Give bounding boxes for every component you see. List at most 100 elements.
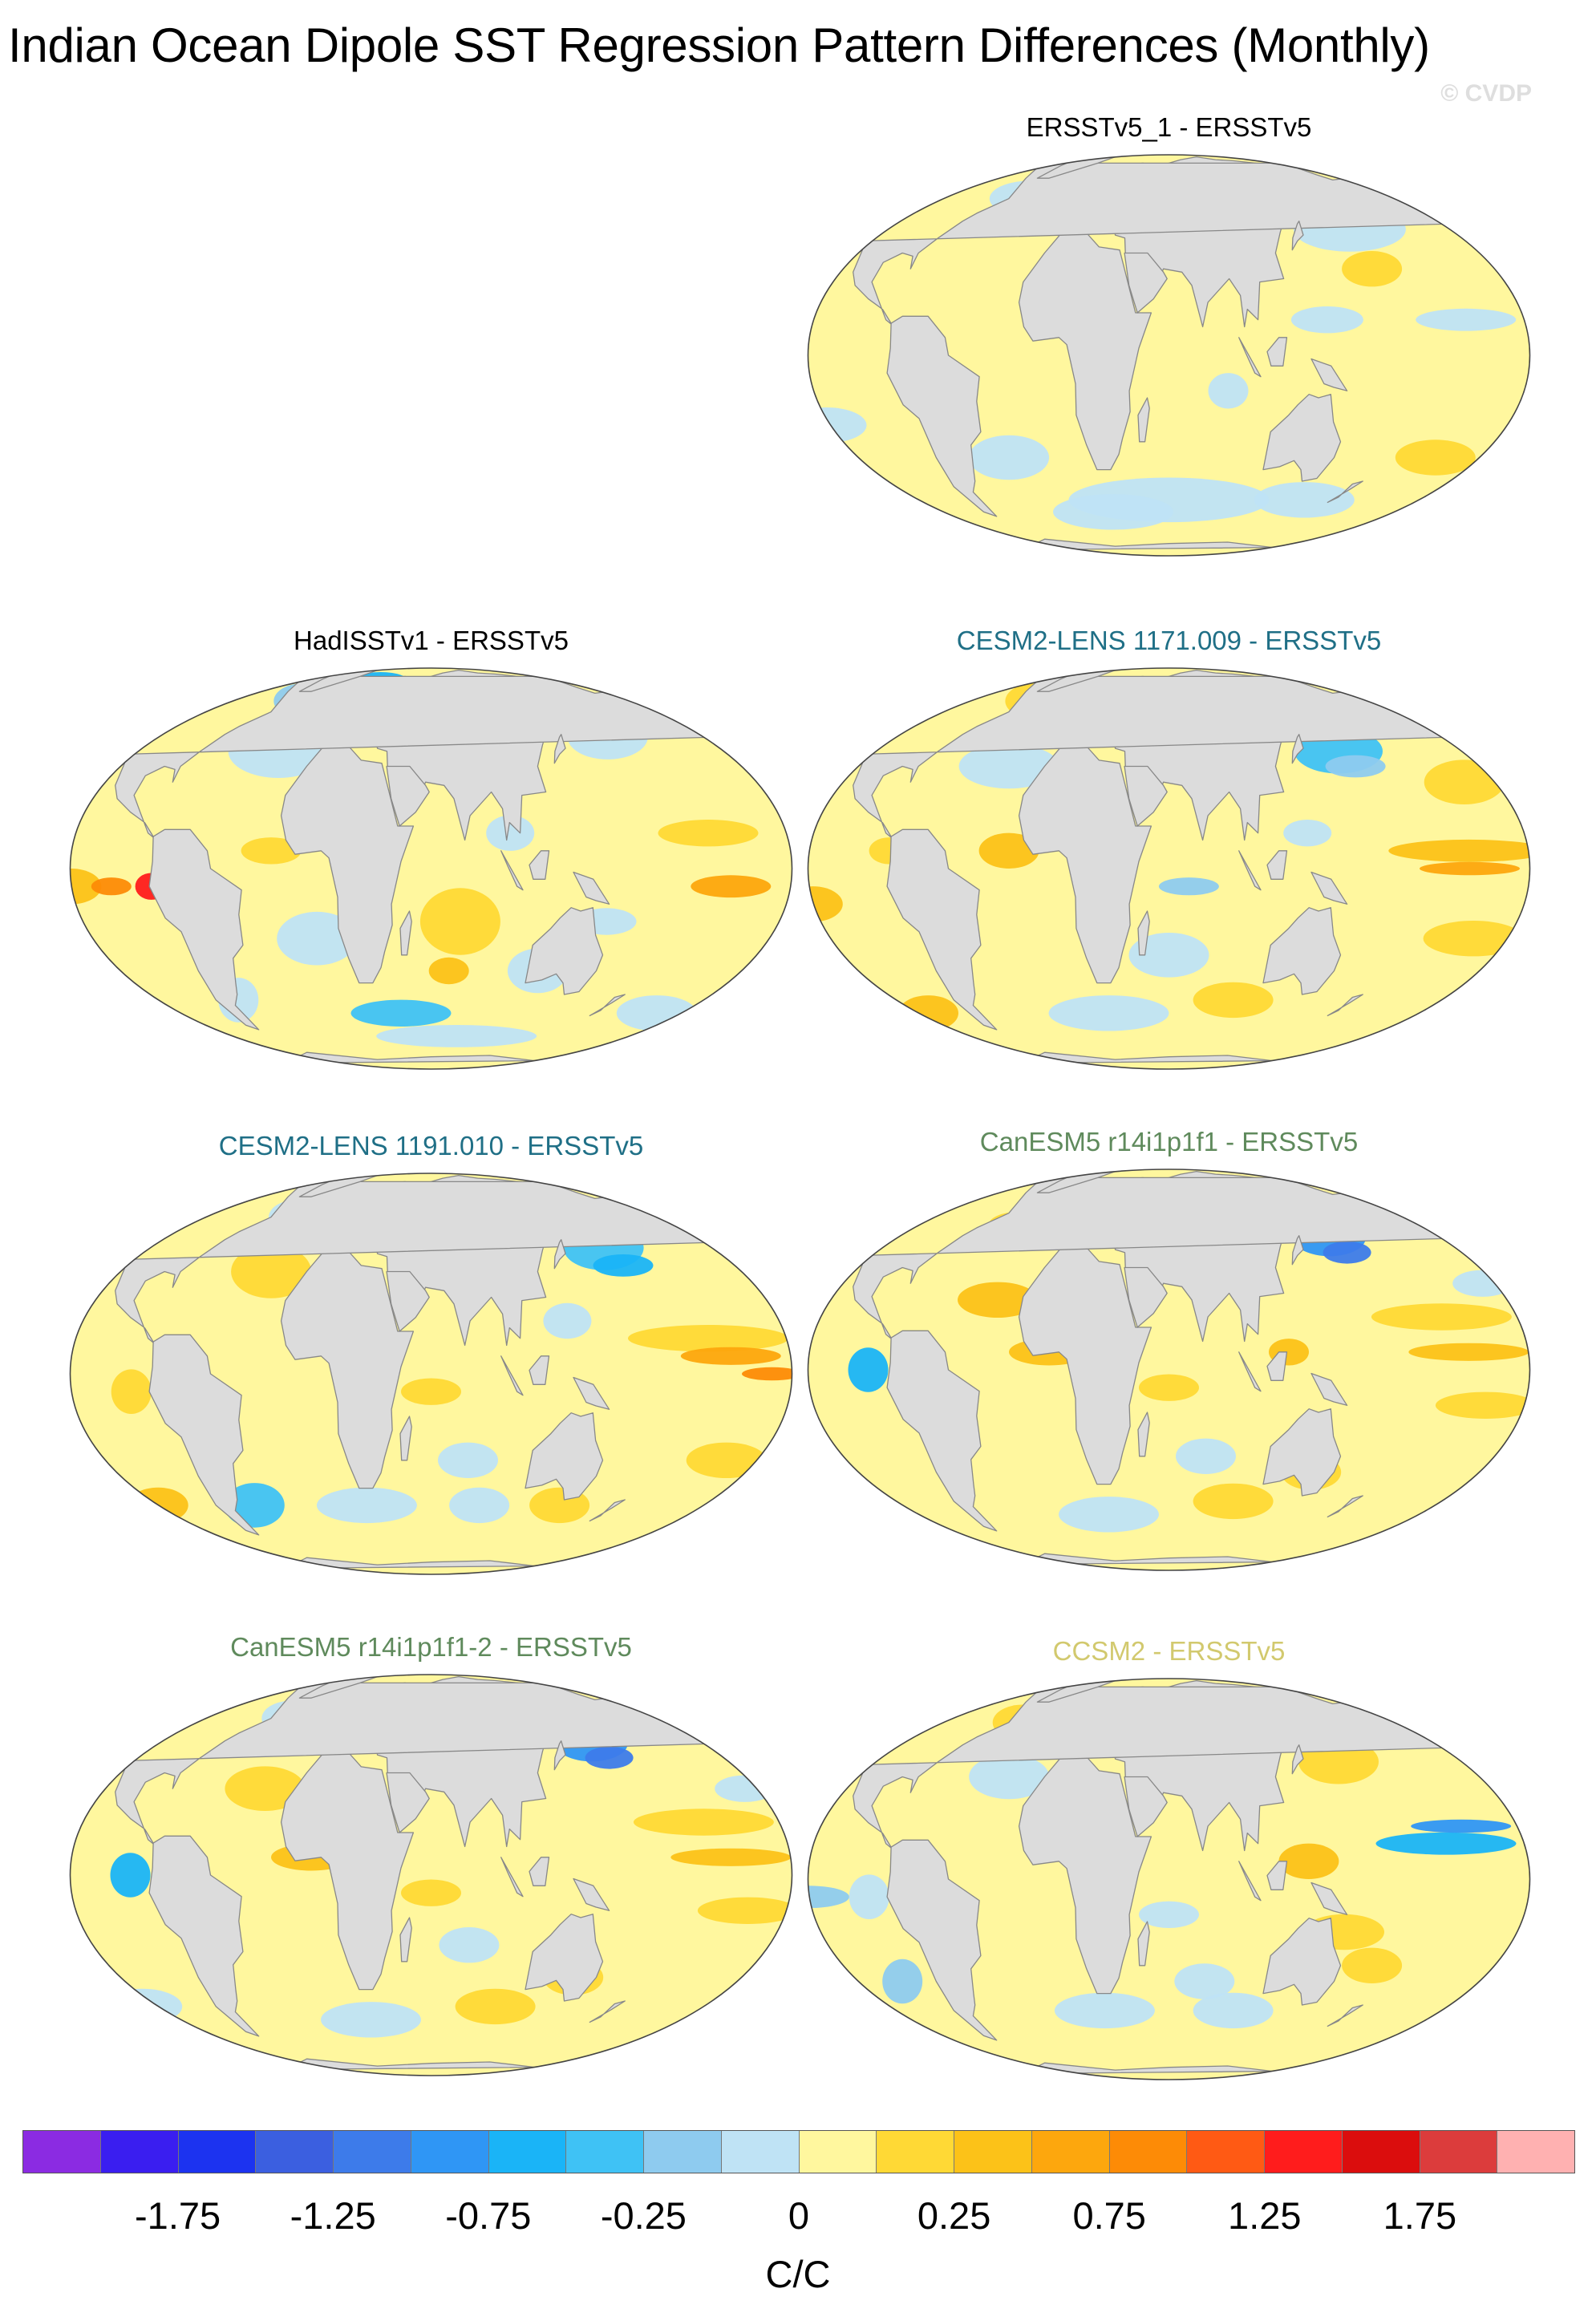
arabia-land bbox=[386, 1270, 430, 1332]
colorbar-box bbox=[1109, 2131, 1188, 2173]
sst-anomaly-patch bbox=[1424, 759, 1505, 804]
colorbar-box bbox=[721, 2131, 800, 2173]
sst-anomaly-patch bbox=[670, 1848, 792, 1866]
panel-title: CESM2-LENS 1191.010 - ERSSTv5 bbox=[218, 1131, 644, 1160]
map-border bbox=[69, 1674, 793, 2076]
africa-land bbox=[280, 744, 415, 984]
panel-title: CanESM5 r14i1p1f1-2 - ERSSTv5 bbox=[230, 1632, 632, 1662]
sst-anomaly-patch bbox=[1408, 1343, 1529, 1361]
arabia-land bbox=[1124, 252, 1168, 314]
colorbar-box bbox=[1420, 2131, 1498, 2173]
colorbar-box bbox=[1031, 2131, 1110, 2173]
sst-anomaly-patch bbox=[1158, 877, 1219, 896]
borneo-land bbox=[1266, 850, 1288, 880]
colorbar-box bbox=[178, 2131, 257, 2173]
sst-anomaly-patch bbox=[401, 1378, 461, 1405]
africa-land bbox=[1018, 1755, 1152, 1995]
sst-anomaly-patch bbox=[849, 1874, 889, 1919]
map-panel-ersstv5-1: ERSSTv5_1 - ERSSTv5 bbox=[802, 112, 1536, 561]
indonesia-land bbox=[1238, 850, 1262, 891]
world-map bbox=[807, 1678, 1531, 2080]
panel-title: HadISSTv1 - ERSSTv5 bbox=[294, 626, 569, 655]
sst-anomaly-patch bbox=[1371, 1303, 1512, 1331]
japan-land bbox=[1291, 734, 1304, 764]
colorbar-tick-labels: -1.75 -1.25 -0.75 -0.25 0 0.25 0.75 1.25 1.75 bbox=[0, 2193, 1596, 2242]
map-panel-ccsm2: CCSM2 - ERSSTv5 bbox=[802, 1636, 1536, 2085]
africa-land bbox=[1018, 231, 1152, 471]
indonesia-land bbox=[500, 1355, 524, 1396]
sst-anomaly-patch bbox=[969, 435, 1050, 480]
madagascar-land bbox=[399, 1917, 412, 1963]
sst-anomaly-patch bbox=[241, 837, 302, 865]
madagascar-land bbox=[399, 1416, 412, 1461]
sst-anomaly-patch bbox=[958, 1282, 1038, 1318]
borneo-land bbox=[1266, 1351, 1288, 1381]
world-map bbox=[807, 667, 1531, 1070]
sst-anomaly-patch bbox=[742, 1367, 792, 1381]
map-border bbox=[807, 667, 1531, 1070]
panel-title: ERSSTv5_1 - ERSSTv5 bbox=[1026, 112, 1312, 142]
japan-land bbox=[1291, 1235, 1304, 1266]
borneo-land bbox=[1266, 1861, 1288, 1890]
indonesia-land bbox=[500, 850, 524, 891]
map-border bbox=[807, 154, 1531, 557]
south-america-land bbox=[148, 1334, 260, 1536]
colorbar-box bbox=[1497, 2131, 1574, 2173]
arabia-land bbox=[1124, 765, 1168, 827]
new-zealand-land bbox=[1327, 480, 1363, 504]
sst-anomaly-patch bbox=[110, 1853, 151, 1898]
colorbar bbox=[22, 2130, 1575, 2173]
colorbar-box bbox=[954, 2131, 1032, 2173]
japan-land bbox=[553, 1239, 566, 1270]
colorbar-box bbox=[411, 2131, 489, 2173]
sst-anomaly-patch bbox=[1048, 995, 1169, 1031]
sst-anomaly-patch bbox=[455, 1988, 536, 2025]
sst-anomaly-patch bbox=[1174, 1963, 1235, 1999]
panel-title: CCSM2 - ERSSTv5 bbox=[1052, 1636, 1286, 1666]
colorbar-tick-label: 1.75 bbox=[1383, 2194, 1457, 2237]
africa-land bbox=[1018, 744, 1152, 984]
sst-anomaly-patch bbox=[633, 1809, 774, 1836]
sst-anomaly-patch bbox=[898, 995, 958, 1031]
colorbar-box bbox=[1342, 2131, 1420, 2173]
sst-anomaly-patch bbox=[401, 1879, 461, 1906]
sst-anomaly-patch bbox=[1342, 251, 1403, 287]
south-america-land bbox=[886, 1839, 998, 2041]
sst-anomaly-patch bbox=[1139, 1901, 1199, 1928]
sst-anomaly-patch bbox=[1283, 820, 1332, 847]
map-panel-cesm2-lens-1171: CESM2-LENS 1171.009 - ERSSTv5 bbox=[802, 626, 1536, 1075]
sst-anomaly-patch bbox=[1423, 921, 1524, 957]
sst-anomaly-patch bbox=[321, 2002, 421, 2038]
south-america-land bbox=[886, 1330, 998, 1532]
sst-anomaly-patch bbox=[882, 1958, 923, 2004]
map-border bbox=[69, 667, 793, 1070]
colorbar-box bbox=[23, 2131, 101, 2173]
colorbar-box bbox=[256, 2131, 334, 2173]
new-guinea-land bbox=[1310, 358, 1348, 391]
africa-land bbox=[280, 1250, 415, 1489]
world-map bbox=[69, 667, 793, 1070]
south-america-land bbox=[148, 828, 260, 1031]
sst-anomaly-patch bbox=[1323, 1241, 1371, 1264]
new-zealand-land bbox=[589, 2000, 626, 2023]
sst-anomaly-patch bbox=[1416, 308, 1517, 331]
australia-land bbox=[1262, 1918, 1342, 2006]
sst-anomaly-patch bbox=[1128, 933, 1209, 978]
madagascar-land bbox=[1137, 1412, 1150, 1457]
colorbar-units: C/C bbox=[765, 2253, 831, 2295]
madagascar-land bbox=[1137, 1921, 1150, 1967]
sst-anomaly-patch bbox=[1059, 1497, 1159, 1533]
sst-anomaly-patch bbox=[486, 815, 535, 851]
sst-anomaly-patch bbox=[978, 832, 1039, 869]
indonesia-land bbox=[1238, 1861, 1262, 1902]
new-zealand-land bbox=[1327, 2004, 1363, 2027]
sst-anomaly-patch bbox=[231, 1245, 312, 1298]
japan-land bbox=[1291, 221, 1304, 251]
sst-anomaly-patch bbox=[1193, 1483, 1274, 1520]
arabia-land bbox=[1124, 1776, 1168, 1837]
new-guinea-land bbox=[573, 1376, 610, 1410]
sst-anomaly-patch bbox=[1411, 1819, 1512, 1833]
australia-land bbox=[525, 1412, 604, 1501]
new-zealand-land bbox=[589, 1499, 626, 1522]
sst-anomaly-patch bbox=[1208, 373, 1249, 409]
